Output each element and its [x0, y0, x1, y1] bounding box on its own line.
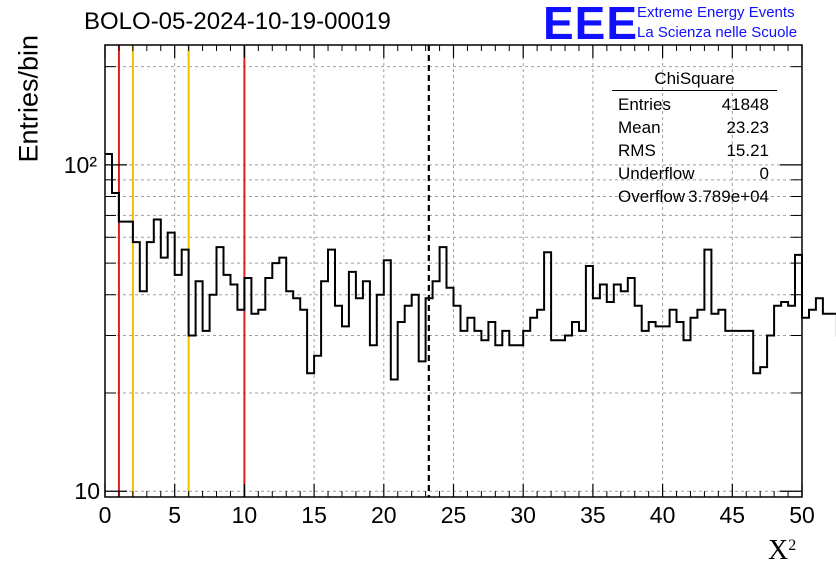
- stats-key: RMS: [618, 141, 656, 160]
- x-tick-label: 30: [510, 502, 536, 528]
- stats-value: 23.23: [726, 118, 769, 137]
- stats-key: Mean: [618, 118, 661, 137]
- y-axis-label: Entries/bin: [13, 34, 44, 163]
- x-tick-label: 20: [371, 502, 397, 528]
- stats-value: 0: [759, 164, 769, 183]
- stats-key: Entries: [618, 95, 671, 114]
- logo-line-1: Extreme Energy Events: [637, 4, 795, 21]
- y-tick-label: 10²: [64, 152, 98, 178]
- y-tick-label: 10: [74, 478, 100, 504]
- stats-value: 15.21: [726, 141, 769, 160]
- x-tick-label: 25: [441, 502, 467, 528]
- x-tick-label: 50: [789, 502, 815, 528]
- stats-value: 41848: [721, 95, 769, 114]
- stats-row: Underflow 0: [612, 162, 777, 185]
- x-tick-label: 15: [301, 502, 327, 528]
- axis-ticks: [104, 45, 803, 497]
- stats-row: Overflow 3.789e+04: [612, 185, 777, 208]
- x-tick-label: 10: [232, 502, 258, 528]
- histogram-series: [105, 153, 836, 381]
- x-tick-label: 45: [720, 502, 746, 528]
- marker-lines: [117, 45, 430, 497]
- x-tick-label: 35: [580, 502, 606, 528]
- logo-line-2: La Scienza nelle Scuole: [637, 24, 798, 41]
- chart-title: BOLO-05-2024-10-19-00019: [84, 8, 391, 35]
- stats-value: 3.789e+04: [688, 187, 769, 206]
- stats-key: Overflow: [618, 187, 686, 206]
- y-tick-labels: 10 10²: [64, 152, 100, 504]
- x-tick-label: 0: [99, 502, 112, 528]
- x-tick-labels: 0 5 10 15 20 25 30 35 40 45 50: [99, 502, 815, 528]
- x-tick-label: 5: [168, 502, 181, 528]
- stats-key: Underflow: [618, 164, 695, 183]
- x-tick-label: 40: [650, 502, 676, 528]
- stats-box: ChiSquare Entries 41848 Mean 23.23 RMS 15.2…: [612, 68, 777, 208]
- stats-row: Entries 41848: [612, 93, 777, 116]
- x-axis-label: X2: [768, 535, 797, 566]
- stats-row: RMS 15.21: [612, 139, 777, 162]
- stats-row: Mean 23.23: [612, 116, 777, 139]
- stats-title: ChiSquare: [612, 68, 777, 91]
- eee-logo: EEE: [543, 0, 639, 49]
